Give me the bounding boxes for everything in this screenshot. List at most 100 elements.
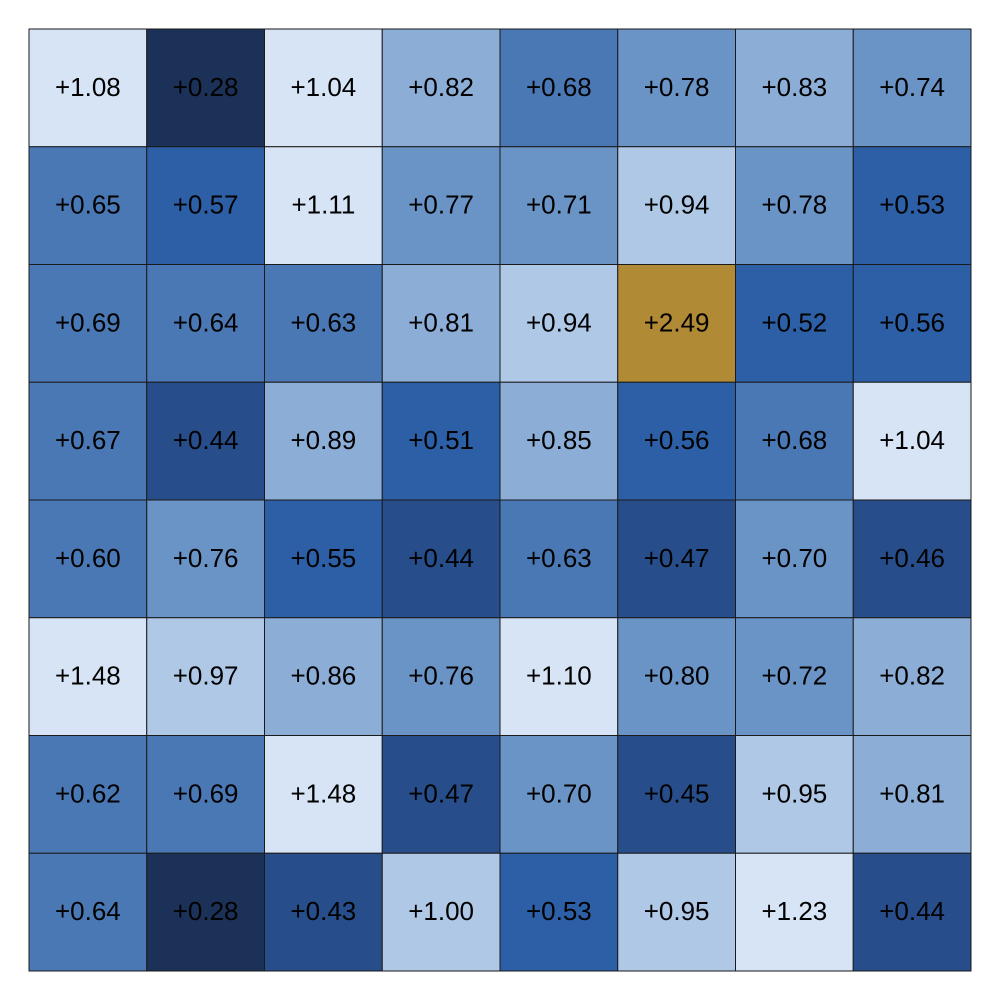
cell-label: +0.64	[173, 307, 239, 337]
cell-label: +0.45	[644, 778, 710, 808]
cell-label: +0.28	[173, 896, 239, 926]
cell-label: +0.89	[290, 425, 356, 455]
cell-label: +0.68	[761, 425, 827, 455]
heatmap-cell	[852, 617, 972, 736]
heatmap-cell	[264, 852, 383, 972]
heatmap-cell	[146, 735, 265, 854]
cell-label: +0.78	[644, 72, 710, 102]
heatmap-cell	[499, 28, 619, 148]
cell-label: +0.81	[879, 778, 945, 808]
heatmap-cell	[264, 735, 383, 854]
heatmap-cell	[852, 264, 972, 383]
cell-label: +0.64	[55, 896, 121, 926]
heatmap-cell	[499, 499, 619, 619]
cell-label: +0.69	[173, 778, 239, 808]
cell-label: +1.04	[879, 425, 945, 455]
cell-label: +0.56	[879, 307, 945, 337]
heatmap-cell	[617, 617, 736, 736]
heatmap-cell	[381, 499, 501, 619]
heatmap-cell	[617, 499, 736, 619]
cell-label: +1.04	[290, 72, 356, 102]
heatmap-cell	[499, 735, 619, 854]
cell-label: +0.47	[408, 778, 474, 808]
heatmap-cell	[617, 264, 736, 383]
heatmap-cell	[617, 28, 736, 148]
cell-label: +1.23	[761, 896, 827, 926]
cell-label: +0.69	[55, 307, 121, 337]
cell-label: +0.44	[173, 425, 239, 455]
cell-label: +0.43	[290, 896, 356, 926]
cell-label: +0.68	[526, 72, 592, 102]
heatmap-cell	[146, 852, 265, 972]
heatmap-cell	[264, 499, 383, 619]
cell-label: +0.70	[761, 543, 827, 573]
heatmap-cell	[852, 852, 972, 972]
cell-label: +0.95	[761, 778, 827, 808]
cell-label: +0.82	[408, 72, 474, 102]
heatmap-cell	[617, 146, 736, 265]
cell-label: +0.63	[290, 307, 356, 337]
heatmap-cell	[264, 381, 383, 501]
heatmap-cell	[146, 146, 265, 265]
cell-label: +0.94	[644, 190, 710, 220]
heatmap-cell	[852, 735, 972, 854]
heatmap-cell	[28, 28, 148, 148]
heatmap-cell	[852, 499, 972, 619]
cell-label: +0.74	[879, 72, 945, 102]
cell-label: +0.46	[879, 543, 945, 573]
heatmap-cell	[499, 264, 619, 383]
cell-label: +0.60	[55, 543, 121, 573]
cell-label: +0.56	[644, 425, 710, 455]
cell-label: +1.48	[55, 661, 121, 691]
heatmap-cell	[735, 499, 854, 619]
heatmap-cell	[381, 146, 501, 265]
heatmap-cell	[381, 381, 501, 501]
heatmap-cell	[381, 28, 501, 148]
heatmap-cell	[28, 852, 148, 972]
cell-label: +0.44	[879, 896, 945, 926]
heatmap-cell	[735, 381, 854, 501]
heatmap-cell	[264, 617, 383, 736]
cell-label: +0.83	[761, 72, 827, 102]
cell-label: +0.55	[290, 543, 356, 573]
heatmap-cell	[499, 146, 619, 265]
cell-label: +0.57	[173, 190, 239, 220]
heatmap-cell	[735, 617, 854, 736]
heatmap-cell	[735, 852, 854, 972]
cell-label: +0.51	[408, 425, 474, 455]
heatmap-cell	[264, 28, 383, 148]
heatmap-cell	[735, 146, 854, 265]
cell-label: +0.71	[526, 190, 592, 220]
cell-label: +0.63	[526, 543, 592, 573]
heatmap-cell	[499, 852, 619, 972]
cell-label: +0.53	[879, 190, 945, 220]
heatmap-cell	[852, 28, 972, 148]
cell-label: +2.49	[644, 307, 710, 337]
heatmap-cell	[381, 852, 501, 972]
heatmap-cell	[28, 735, 148, 854]
heatmap-cell	[146, 617, 265, 736]
cell-label: +0.86	[290, 661, 356, 691]
cell-label: +1.10	[526, 661, 592, 691]
cell-label: +0.76	[408, 661, 474, 691]
heatmap-cell	[852, 146, 972, 265]
cell-label: +0.81	[408, 307, 474, 337]
heatmap-cell	[499, 381, 619, 501]
cell-label: +0.85	[526, 425, 592, 455]
cell-label: +0.72	[761, 661, 827, 691]
heatmap-cell	[146, 264, 265, 383]
heatmap-cell	[617, 735, 736, 854]
heatmap-cell	[381, 264, 501, 383]
cell-label: +0.62	[55, 778, 121, 808]
cell-label: +0.67	[55, 425, 121, 455]
cell-label: +0.76	[173, 543, 239, 573]
heatmap-cell	[617, 852, 736, 972]
heatmap-cell	[735, 264, 854, 383]
cell-label: +0.80	[644, 661, 710, 691]
cell-label: +0.77	[408, 190, 474, 220]
cell-label: +1.48	[290, 778, 356, 808]
cell-label: +0.44	[408, 543, 474, 573]
heatmap-cell	[146, 28, 265, 148]
